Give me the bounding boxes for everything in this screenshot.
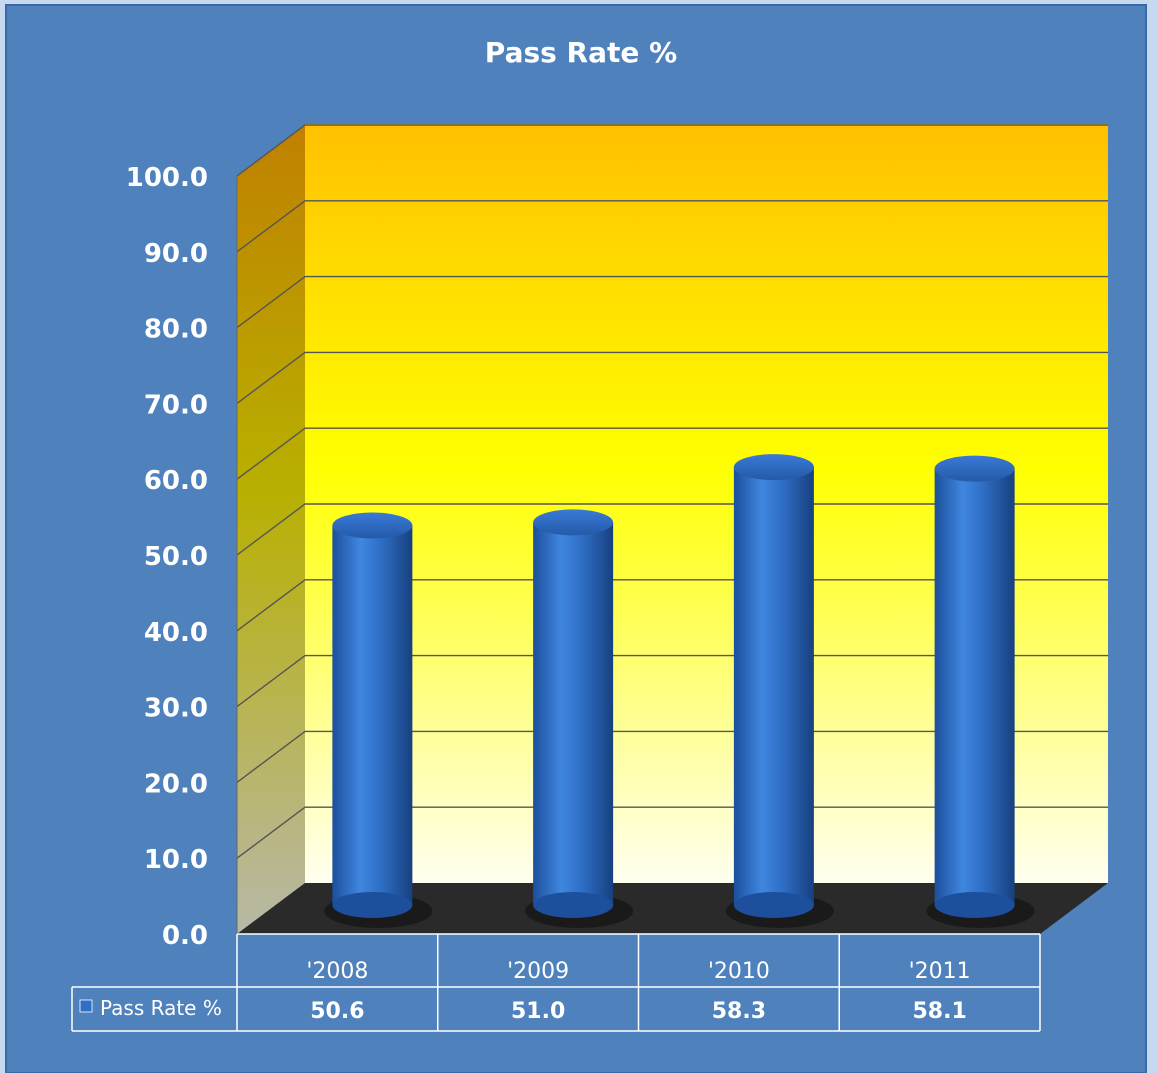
y-tick-label: 50.0 xyxy=(144,542,208,572)
bar xyxy=(926,455,1035,928)
gridline xyxy=(236,275,1108,329)
bar-base xyxy=(533,892,614,918)
bar-body xyxy=(533,522,614,905)
y-tick-label: 0.0 xyxy=(162,921,208,951)
y-tick-label: 60.0 xyxy=(144,466,208,496)
y-tick-label: 100.0 xyxy=(126,163,208,193)
gridline xyxy=(236,730,1108,783)
bar xyxy=(725,454,834,928)
bar xyxy=(525,509,634,928)
data-table-value: 58.1 xyxy=(912,999,966,1024)
bar-base xyxy=(934,892,1015,918)
bar-body xyxy=(733,467,814,905)
x-tick-label: '2011 xyxy=(909,959,971,984)
data-table-value: 58.3 xyxy=(712,999,766,1024)
y-tick-label: 10.0 xyxy=(144,845,208,875)
bar-top xyxy=(533,509,614,536)
chart-floor xyxy=(237,883,1108,934)
y-tick-label: 20.0 xyxy=(144,769,208,799)
gridline xyxy=(236,579,1108,632)
y-axis-ticks: 0.0 10.0 20.0 30.0 40.0 50.0 60.0 70.0 80.0 90.0 1… xyxy=(126,163,208,951)
bar-top xyxy=(332,512,413,539)
bar-top xyxy=(934,455,1015,482)
gridline xyxy=(236,806,1108,859)
bar-base xyxy=(733,892,814,918)
gridline xyxy=(236,427,1108,480)
bar-body xyxy=(934,468,1015,905)
x-tick-label: '2008 xyxy=(306,959,368,984)
data-table-value: 51.0 xyxy=(511,999,565,1024)
x-tick-label: '2010 xyxy=(708,959,770,984)
bar-base xyxy=(332,892,413,918)
gridline xyxy=(236,654,1108,708)
gridline xyxy=(236,503,1108,556)
plot-area: 0.0 10.0 20.0 30.0 40.0 50.0 60.0 70.0 80.0 90.0 1… xyxy=(126,124,1108,951)
y-tick-label: 90.0 xyxy=(144,239,208,269)
data-table: '2008 50.6 '2009 51.0 '2010 58.3 '2011 58.1 Pass… xyxy=(71,933,1041,1032)
x-tick-label: '2009 xyxy=(507,959,569,984)
gridline xyxy=(236,200,1108,253)
y-tick-label: 80.0 xyxy=(144,315,208,345)
y-tick-label: 70.0 xyxy=(144,390,208,420)
y-tick-label: 40.0 xyxy=(144,618,208,648)
gridlines xyxy=(236,124,1108,934)
bars xyxy=(324,454,1035,928)
gridline xyxy=(236,124,1108,177)
bar-top xyxy=(733,454,814,481)
data-table-value: 50.6 xyxy=(310,999,364,1024)
bar xyxy=(324,512,433,928)
chart-title: Pass Rate % xyxy=(485,36,677,69)
legend-key xyxy=(79,999,93,1013)
legend-series-name: Pass Rate % xyxy=(100,996,222,1020)
gridline xyxy=(236,351,1108,404)
bar-body xyxy=(332,525,413,905)
y-tick-label: 30.0 xyxy=(144,694,208,724)
